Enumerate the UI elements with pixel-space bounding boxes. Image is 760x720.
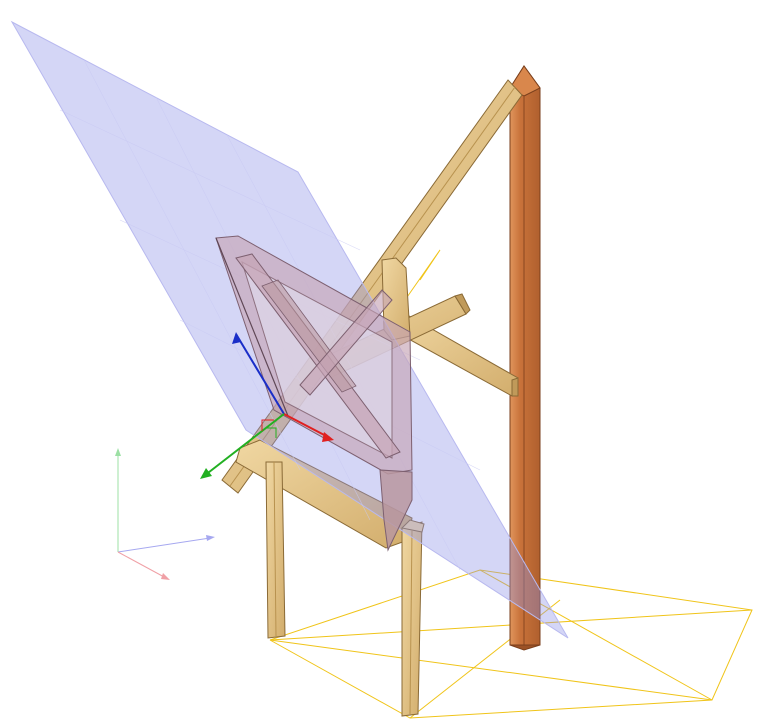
selected-frame[interactable]: [215, 235, 413, 552]
front-left-leg[interactable]: [265, 461, 286, 639]
axis-triad-icon: [115, 448, 215, 580]
front-right-leg[interactable]: [400, 519, 425, 717]
main-post[interactable]: [509, 65, 541, 651]
move-gizmo-icon[interactable]: [200, 332, 334, 479]
